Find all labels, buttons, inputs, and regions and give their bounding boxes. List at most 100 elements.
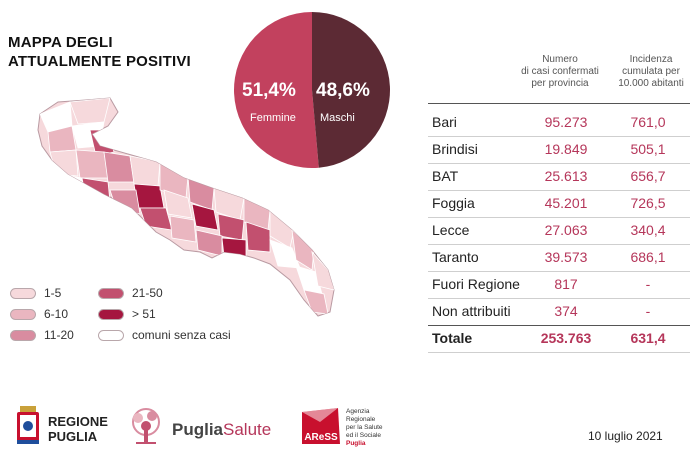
header-cases-line: Numero [542,54,578,65]
legend-item: 1-5 [10,286,61,300]
table-row: Lecce 27.063 340,4 [428,217,690,243]
table-row: Taranto 39.573 686,1 [428,244,690,270]
row-cases: 25.613 [544,168,588,184]
row-province: Bari [432,114,457,130]
municipality [129,155,161,187]
municipality [109,189,141,215]
legend-label: 6-10 [44,307,69,321]
puglia-salute-tree-icon [132,408,160,444]
header-cases-line: per provincia [531,78,589,89]
aress-logo-text: AReSS [304,432,338,443]
regione-line: PUGLIA [48,429,98,444]
row-incidence: 726,5 [630,195,666,211]
row-cases: 19.849 [544,141,588,157]
municipality [311,250,334,291]
row-incidence: 656,7 [630,168,666,184]
header-cases: Numero di casi confermati per provincia [512,54,608,90]
row-province: Brindisi [432,141,478,157]
municipality [75,149,109,179]
report-date: 10 luglio 2021 [588,429,663,443]
total-cases: 253.763 [540,330,592,346]
row-incidence: 686,1 [630,249,666,265]
map-title: MAPPA DEGLI ATTUALMENTE POSITIVI [8,33,191,71]
legend-item: 11-20 [10,328,74,342]
row-cases: 39.573 [544,249,588,265]
aress-logo-icon: AReSS [302,408,340,444]
pie-male-pct: 48,6% [316,80,370,101]
pie-male-label: Maschi [320,112,355,124]
legend-swatch [98,308,124,320]
municipality [49,149,79,177]
row-cases: 817 [554,276,578,292]
municipality [169,215,197,243]
table-bottom-rule [428,352,690,353]
aress-line: Puglia [346,440,366,447]
row-incidence: - [645,276,651,292]
municipality [191,203,219,231]
municipality [103,151,135,183]
pie-slice-female [234,12,319,168]
row-cases: 95.273 [544,114,588,130]
header-incidence: Incidenza cumulata per 10.000 abitanti [610,54,692,90]
row-province: Taranto [432,249,479,265]
pie-slice-male [312,12,391,168]
header-incidence-line: cumulata per [622,66,680,77]
row-cases: 374 [554,303,578,319]
legend-swatch [98,287,124,299]
table-row: BAT 25.613 656,7 [428,163,690,189]
legend-label: 1-5 [44,286,62,300]
table-row: Fuori Regione 817 - [428,271,690,297]
total-label: Totale [432,330,473,346]
total-incidence: 631,4 [630,330,666,346]
legend-item: 21-50 [98,286,163,300]
legend-label: 11-20 [44,328,74,342]
header-cases-line: di casi confermati [521,66,599,77]
row-divider [428,136,690,137]
legend-item: 6-10 [10,307,68,321]
legend-swatch [10,287,36,299]
legend-swatch [98,329,124,341]
table-total-row: Totale 253.763 631,4 [428,325,690,351]
row-incidence: - [645,303,651,319]
aress-description: Agenzia Regionale per la Salute ed il So… [346,408,406,448]
legend-label: > 51 [132,307,156,321]
table-row: Foggia 45.201 726,5 [428,190,690,216]
regione-puglia-logo: REGIONE PUGLIA [48,414,108,444]
legend-item: comuni senza casi [98,328,231,342]
pie-female-label: Femmine [250,112,296,124]
map-title-line-1: MAPPA DEGLI [8,34,113,51]
aress-line: per la Salute [346,424,383,431]
row-province: Non attribuiti [432,303,511,319]
row-divider [428,271,690,272]
row-province: Fuori Regione [432,276,520,292]
row-incidence: 761,0 [630,114,666,130]
puglia-salute-part2: Salute [223,420,272,439]
row-cases: 45.201 [544,195,588,211]
puglia-salute-part1: Puglia [172,420,224,439]
table-row: Brindisi 19.849 505,1 [428,136,690,162]
header-incidence-line: Incidenza [629,54,673,65]
row-divider [428,217,690,218]
aress-line: Agenzia [346,408,370,415]
row-divider [428,190,690,191]
legend-item: > 51 [98,307,156,321]
aress-line: ed il Sociale [346,432,382,439]
total-rule [428,325,690,326]
row-divider [428,298,690,299]
row-province: BAT [432,168,459,184]
map-legend: 1-5 6-10 11-20 21-50 > 51 comuni senza c… [10,286,270,346]
gender-pie-chart [234,12,391,168]
legend-label: comuni senza casi [132,328,231,342]
municipality [245,221,271,253]
table-row: Non attribuiti 374 - [428,298,690,324]
row-divider [428,244,690,245]
map-title-line-2: ATTUALMENTE POSITIVI [8,53,191,70]
regione-puglia-crest-icon [17,406,39,444]
table-top-rule [428,103,690,104]
header-incidence-line: 10.000 abitanti [618,78,684,89]
row-divider [428,163,690,164]
row-incidence: 340,4 [630,222,666,238]
aress-line: Regionale [346,416,376,423]
row-province: Lecce [432,222,470,238]
row-cases: 27.063 [544,222,588,238]
